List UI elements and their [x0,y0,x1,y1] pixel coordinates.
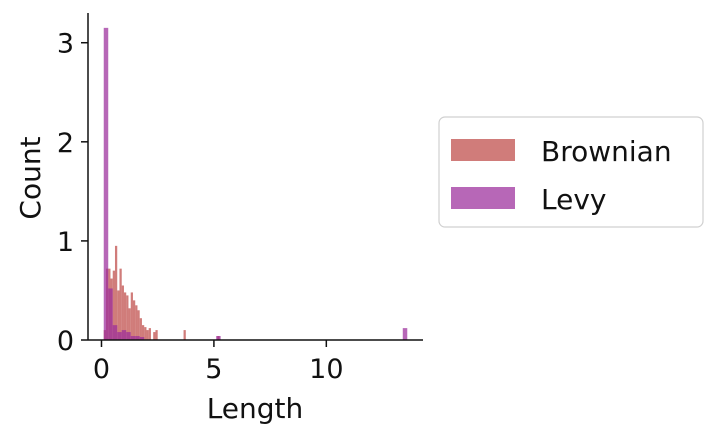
x-tick-label-0: 0 [93,354,110,385]
levy-bar-9 [216,336,221,340]
brownian-bar-20 [148,328,151,340]
levy-bar-8 [139,337,145,340]
brownian-bar-8 [121,285,124,340]
y-tick-label-3: 3 [57,29,74,60]
levy-bar-1 [108,288,113,340]
plot-area [103,27,408,341]
brownian-bar-17 [141,325,145,340]
y-ticks: 0 1 2 3 [57,29,88,357]
brownian-bar-12 [130,292,133,340]
brownian-bar-22 [155,330,158,340]
brownian-bar-6 [117,290,120,340]
x-tick-label-5: 5 [205,354,222,385]
levy-bar-6 [130,336,136,340]
levy-bar-7 [135,336,140,340]
levy-bar-3 [117,332,122,340]
legend: Brownian Levy [438,116,704,228]
brownian-bar-5 [114,245,118,340]
brownian-bar-10 [126,295,129,340]
levy-bars [103,27,408,341]
y-axis-title: Count [14,136,47,219]
x-axis-title: Length [207,392,304,425]
brownian-bar-4 [112,270,115,340]
y-tick-label-1: 1 [57,227,74,258]
brownian-bar-13 [132,300,136,340]
legend-swatch-brownian [451,139,515,161]
brownian-bar-19 [146,330,149,340]
levy-bar-2 [112,325,118,340]
brownian-bar-9 [123,292,127,340]
brownian-bar-11 [128,308,131,340]
brownian-bar-15 [137,310,140,340]
brownian-bar-21 [153,332,156,340]
legend-label-levy: Levy [541,183,606,216]
legend-label-brownian: Brownian [541,135,672,168]
levy-bar-4 [121,330,127,340]
levy-bar-0 [103,27,109,341]
legend-swatch-levy [451,187,515,209]
y-tick-label-2: 2 [57,128,74,159]
brownian-bars [103,245,220,340]
levy-bar-10 [402,328,408,340]
brownian-bar-14 [135,305,138,340]
x-tick-label-10: 10 [309,354,343,385]
brownian-bar-23 [183,330,186,340]
levy-bar-5 [126,332,131,340]
y-tick-label-0: 0 [57,326,74,357]
brownian-bar-16 [139,318,142,340]
brownian-bar-18 [144,327,147,340]
brownian-bar-7 [119,268,122,340]
x-ticks: 0 5 10 [93,340,344,385]
